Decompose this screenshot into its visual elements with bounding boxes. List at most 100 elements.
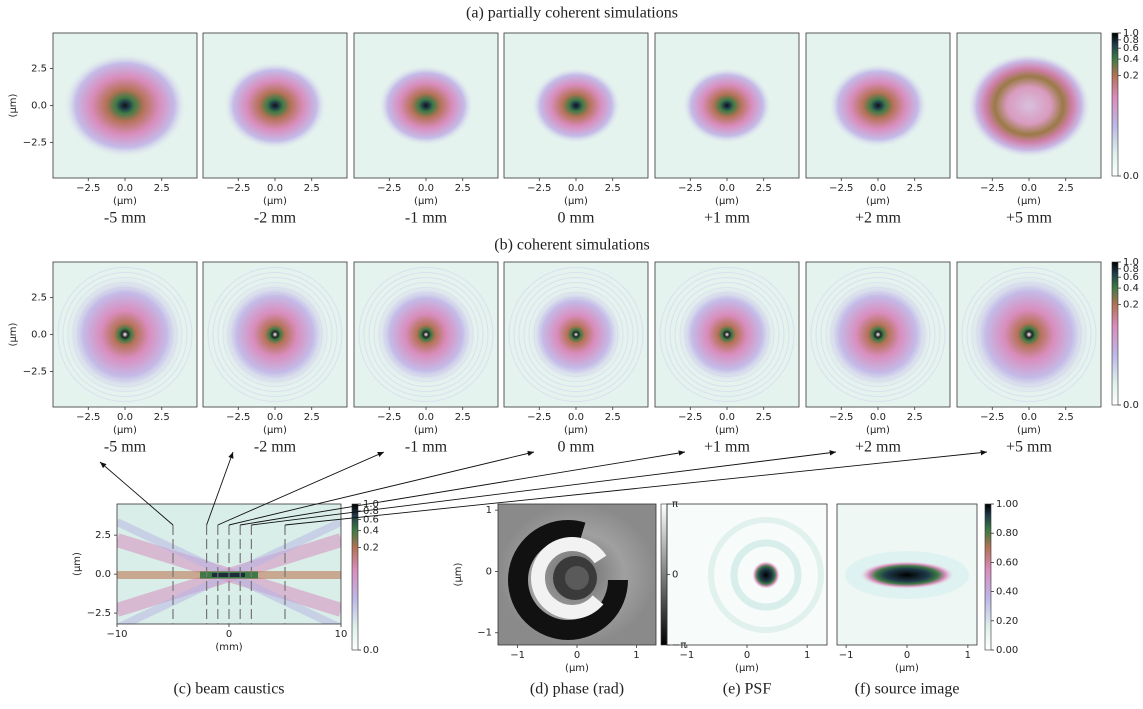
sim-image <box>374 282 478 387</box>
panel-caption: (c) beam caustics <box>173 681 284 698</box>
sim-ring <box>664 272 790 397</box>
x-tick-label: 1 <box>965 650 971 661</box>
x-tick-label: 2.5 <box>756 183 772 194</box>
y-tick-label: −2.5 <box>23 366 47 377</box>
sim-image <box>531 67 621 144</box>
colorbar <box>660 503 668 646</box>
x-tick-label: 0.0 <box>418 183 434 194</box>
colorbar-tick-label: 1.0 <box>363 499 379 510</box>
position-label: -1 mm <box>405 210 448 227</box>
sim-ring <box>508 267 644 402</box>
x-axis-label: (μm) <box>895 663 919 674</box>
y-axis-label: (μm) <box>8 93 19 117</box>
colorbar-tick-label: 0.2 <box>1123 300 1139 311</box>
arrow <box>228 450 535 526</box>
x-tick-label: 0.0 <box>870 183 886 194</box>
x-tick-label: −2.5 <box>377 412 401 423</box>
x-tick-label: 2.5 <box>756 412 772 423</box>
panel-caption: (d) phase (rad) <box>530 681 624 698</box>
y-tick-label: 0.0 <box>95 569 111 580</box>
x-tick-label: 1 <box>804 650 810 661</box>
arrow <box>206 451 234 526</box>
x-axis-label: (μm) <box>1017 196 1041 207</box>
x-axis-label: (μm) <box>414 196 438 207</box>
x-tick-label: 2.5 <box>304 412 320 423</box>
x-tick-label: 2.5 <box>154 412 170 423</box>
y-tick-label: −2.5 <box>87 608 111 619</box>
y-tick-label: 0.0 <box>31 101 47 112</box>
sim-ring <box>523 282 629 387</box>
y-tick-label: 0 <box>486 566 492 577</box>
x-axis-label: (μm) <box>866 425 890 436</box>
x-tick-label: 0.0 <box>719 412 735 423</box>
sim-ring <box>669 277 785 392</box>
sim-ring <box>820 277 936 392</box>
colorbar-tick-label: 0.4 <box>363 526 379 537</box>
y-tick-label: 2.5 <box>95 530 111 541</box>
colorbar <box>984 503 992 651</box>
x-axis-label: (μm) <box>715 425 739 436</box>
sim-ring <box>961 267 1097 402</box>
sim-ring <box>207 267 343 402</box>
x-axis-label: (μm) <box>866 196 890 207</box>
colorbar-tick-label: 0 <box>672 570 678 581</box>
x-tick-label: 2.5 <box>907 412 923 423</box>
colorbar-tick-label: π <box>672 499 678 510</box>
colorbar-tick-label: 0.6 <box>363 515 379 526</box>
x-tick-label: −2.5 <box>226 412 250 423</box>
x-tick-label: −10 <box>106 629 127 640</box>
x-tick-label: −1 <box>679 650 694 661</box>
sim-ring <box>212 272 338 397</box>
sim-ring <box>674 282 780 387</box>
y-axis-label: (μm) <box>8 322 19 346</box>
x-axis-label: (μm) <box>715 196 739 207</box>
x-tick-label: 0.0 <box>267 183 283 194</box>
colorbar-tick-label: 0.40 <box>996 587 1018 598</box>
sim-image <box>378 64 474 147</box>
position-label: -2 mm <box>254 210 297 227</box>
x-axis-label: (μm) <box>565 663 589 674</box>
position-label: 0 mm <box>558 439 595 456</box>
x-tick-label: 0.0 <box>418 412 434 423</box>
position-label: -2 mm <box>254 439 297 456</box>
colorbar <box>351 503 359 651</box>
x-tick-label: 2.5 <box>304 183 320 194</box>
x-tick-label: 0.0 <box>568 412 584 423</box>
colorbar-tick-label: 0.60 <box>996 557 1018 568</box>
colorbar-tick-label: 0.0 <box>363 645 379 656</box>
sim-image <box>967 272 1091 397</box>
sim-image <box>677 284 777 385</box>
x-axis-label: (μm) <box>564 425 588 436</box>
x-axis-label: (μm) <box>735 663 759 674</box>
sim-image <box>63 52 187 159</box>
position-label: -1 mm <box>405 439 448 456</box>
colorbar-tick-label: 0.80 <box>996 528 1018 539</box>
x-tick-label: −2.5 <box>527 412 551 423</box>
sim-image <box>65 274 185 395</box>
colorbar-tick-label: 0.6 <box>1123 272 1139 283</box>
x-tick-label: 0.0 <box>870 412 886 423</box>
arrow <box>217 451 385 526</box>
sim-ring <box>368 277 484 392</box>
row-title: (b) coherent simulations <box>494 237 650 254</box>
x-tick-label: −2.5 <box>980 183 1004 194</box>
x-tick-label: 0.0 <box>568 183 584 194</box>
x-tick-label: −2.5 <box>678 183 702 194</box>
x-tick-label: 0.0 <box>267 412 283 423</box>
sim-image <box>682 67 772 144</box>
sim-image <box>967 52 1091 159</box>
colorbar-tick-label: 1.00 <box>996 499 1018 510</box>
sim-image <box>528 286 624 383</box>
x-tick-label: 2.5 <box>154 183 170 194</box>
sim-ring <box>62 272 188 397</box>
x-tick-label: 0 <box>574 650 580 661</box>
x-tick-label: 0.0 <box>1021 412 1037 423</box>
colorbar-tick-label: 1.0 <box>1123 257 1139 268</box>
y-tick-label: −2.5 <box>23 137 47 148</box>
x-tick-label: 10 <box>335 629 348 640</box>
x-tick-label: −2.5 <box>76 183 100 194</box>
y-axis-label: (μm) <box>453 562 464 586</box>
sim-image <box>223 61 327 150</box>
x-axis-label: (μm) <box>113 196 137 207</box>
x-tick-label: −2.5 <box>226 183 250 194</box>
